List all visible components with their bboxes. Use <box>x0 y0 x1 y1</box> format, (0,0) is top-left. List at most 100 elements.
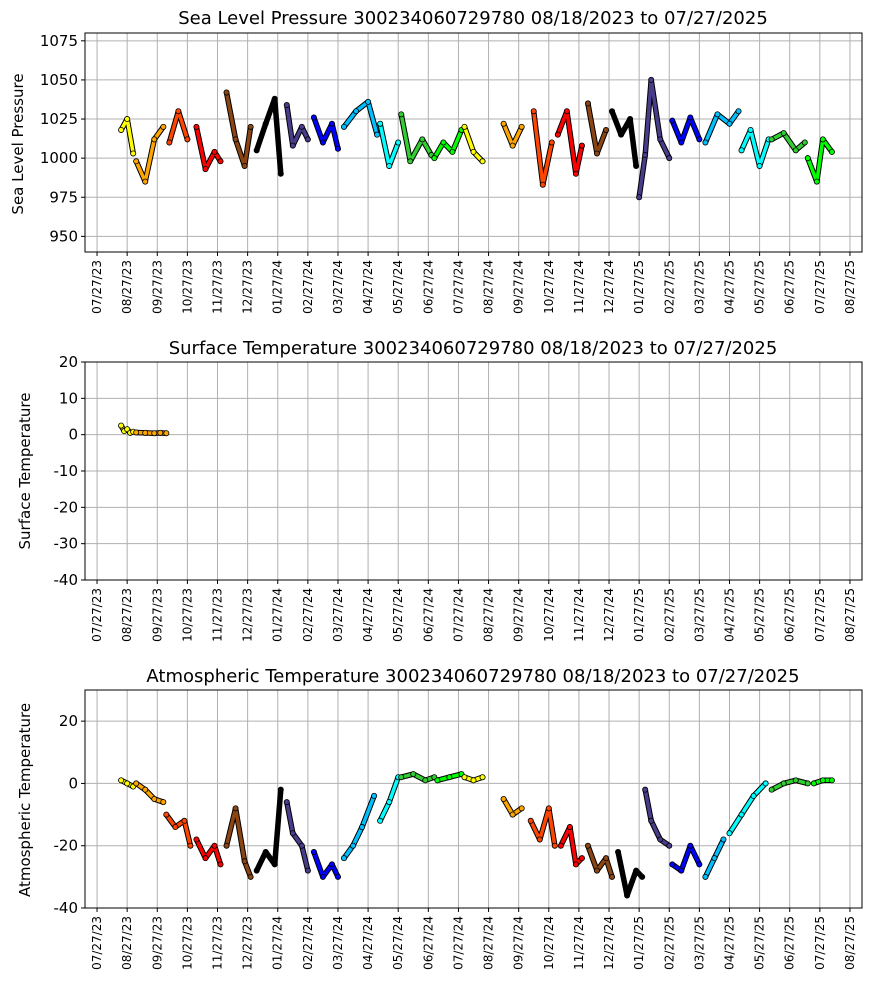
y-axis-label: Atmospheric Temperature <box>16 703 34 897</box>
data-point <box>449 148 456 155</box>
series-line <box>224 90 253 168</box>
data-point <box>633 867 640 874</box>
x-tick-label: 01/27/24 <box>271 260 285 314</box>
data-point <box>657 136 664 143</box>
data-point <box>747 126 754 133</box>
x-tick-label: 12/27/23 <box>241 588 255 642</box>
data-point <box>319 873 326 880</box>
data-point <box>687 842 694 849</box>
data-point <box>780 130 787 137</box>
data-point <box>310 114 317 121</box>
data-point <box>750 792 757 799</box>
data-point <box>572 861 579 868</box>
data-point <box>184 136 191 143</box>
x-tick-label: 08/27/24 <box>482 916 496 970</box>
data-point <box>386 162 393 169</box>
series-line <box>254 96 283 176</box>
x-tick-label: 04/27/24 <box>361 260 375 314</box>
data-point <box>518 805 525 812</box>
data-point <box>142 786 149 793</box>
data-point <box>172 824 179 831</box>
x-tick-label: 07/27/23 <box>90 588 104 642</box>
y-axis-label: Surface Temperature <box>16 393 34 550</box>
x-tick-label: 11/27/24 <box>572 916 586 970</box>
x-tick-label: 05/27/24 <box>391 260 405 314</box>
data-point <box>642 786 649 793</box>
series-line <box>769 778 810 792</box>
plot-frame <box>84 32 863 253</box>
data-point <box>615 848 622 855</box>
series-line <box>399 772 437 783</box>
data-point <box>247 873 254 880</box>
y-tick-label: 0 <box>68 774 78 792</box>
data-point <box>365 98 372 105</box>
x-tick-label: 10/27/24 <box>542 260 556 314</box>
series-line <box>703 109 741 145</box>
data-point <box>304 867 311 874</box>
series-line <box>342 100 379 137</box>
x-tick-label: 01/27/24 <box>271 916 285 970</box>
x-tick-label: 02/27/25 <box>662 588 676 642</box>
series-line <box>670 843 702 873</box>
data-point <box>756 162 763 169</box>
data-point <box>319 139 326 146</box>
y-tick-label: -40 <box>54 571 79 589</box>
data-point <box>813 178 820 185</box>
data-point <box>584 842 591 849</box>
data-point <box>609 108 616 115</box>
x-tick-label: 04/27/24 <box>361 916 375 970</box>
data-point <box>810 780 817 787</box>
x-tick-label: 06/27/24 <box>421 916 435 970</box>
data-point <box>696 136 703 143</box>
plot-frame <box>84 689 863 909</box>
data-point <box>819 777 826 784</box>
y-tick-label: 1000 <box>40 149 78 167</box>
data-point <box>160 799 167 806</box>
series-line <box>194 837 223 867</box>
x-tick-label: 11/27/23 <box>211 588 225 642</box>
x-tick-label: 10/27/24 <box>542 916 556 970</box>
data-point <box>124 780 131 787</box>
x-tick-label: 05/27/24 <box>391 588 405 642</box>
data-point <box>434 777 441 784</box>
series-line <box>342 794 376 860</box>
data-point <box>163 430 170 437</box>
data-point <box>536 836 543 843</box>
data-point <box>633 162 640 169</box>
x-tick-label: 12/27/24 <box>602 916 616 970</box>
data-point <box>711 855 718 862</box>
series-line <box>312 115 340 151</box>
data-point <box>648 76 655 83</box>
x-tick-label: 12/27/24 <box>602 260 616 314</box>
x-tick-label: 05/27/25 <box>753 588 767 642</box>
y-tick-label: -30 <box>54 535 79 553</box>
data-point <box>211 842 218 849</box>
series-line <box>285 103 310 148</box>
x-tick-label: 01/27/25 <box>632 260 646 314</box>
data-point <box>479 158 486 165</box>
data-point <box>669 861 676 868</box>
x-tick-label: 08/27/23 <box>120 916 134 970</box>
data-point <box>768 136 775 143</box>
series-line <box>670 115 702 145</box>
x-tick-label: 02/27/24 <box>301 588 315 642</box>
x-tick-label: 09/27/23 <box>150 916 164 970</box>
data-point <box>578 142 585 149</box>
x-tick-label: 07/27/23 <box>90 916 104 970</box>
data-point <box>350 842 357 849</box>
series-line <box>586 843 614 879</box>
data-point <box>289 830 296 837</box>
x-tick-label: 04/27/24 <box>361 588 375 642</box>
y-tick-label: 1075 <box>40 32 78 50</box>
data-point <box>310 848 317 855</box>
data-point <box>527 817 534 824</box>
data-point <box>133 158 140 165</box>
data-point <box>151 796 158 803</box>
data-point <box>374 131 381 138</box>
data-point <box>217 158 224 165</box>
x-tick-label: 12/27/23 <box>241 916 255 970</box>
data-point <box>666 155 673 162</box>
x-tick-label: 02/27/25 <box>662 916 676 970</box>
data-point <box>377 120 384 127</box>
series-line <box>769 131 807 153</box>
